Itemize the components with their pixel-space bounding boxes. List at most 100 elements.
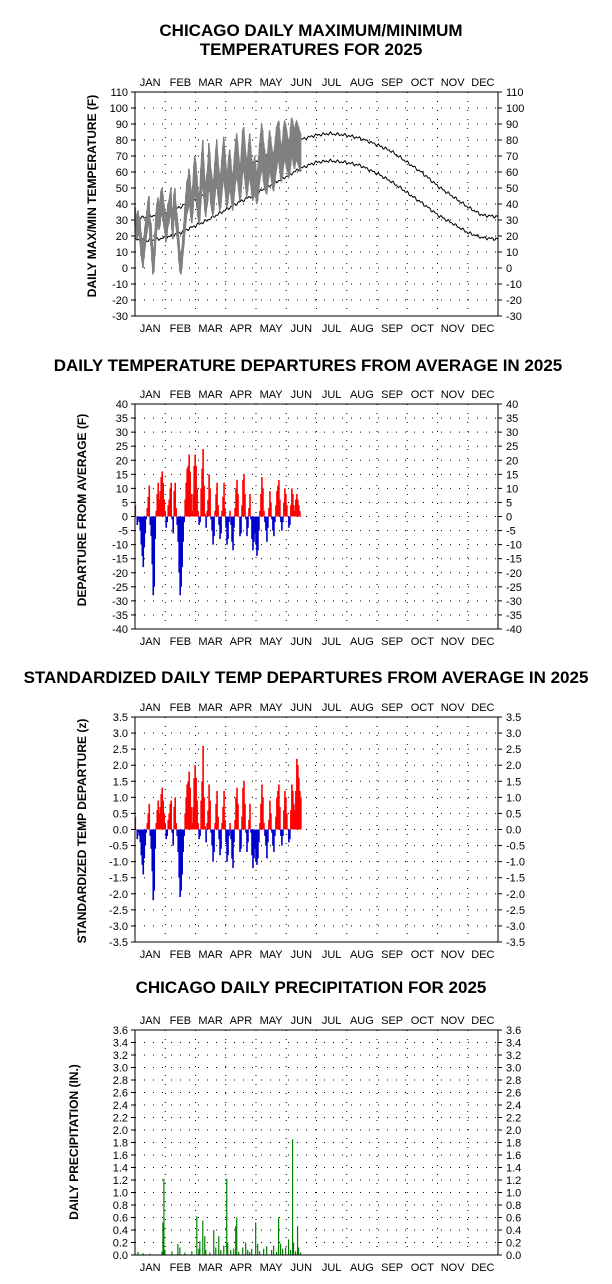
below-average-bar	[245, 829, 247, 833]
chart4-ytick-label-left: 1.6	[113, 1150, 128, 1162]
below-average-bar	[176, 829, 178, 836]
above-average-bar	[278, 479, 280, 517]
chart4-month-label-bottom: OCT	[411, 1262, 435, 1274]
below-average-bar	[212, 829, 214, 862]
above-average-bar	[204, 826, 206, 830]
below-average-bar	[137, 829, 140, 833]
below-average-bar	[267, 516, 269, 528]
chart3-month-label-top: NOV	[441, 702, 466, 714]
chart2-month-label-bottom: OCT	[411, 636, 435, 648]
chart3-month-label-bottom: DEC	[471, 949, 494, 961]
below-average-bar	[240, 829, 242, 849]
chart4-ytick-label-right: 1.4	[506, 1163, 521, 1175]
below-average-bar	[143, 516, 146, 548]
above-average-bar	[189, 787, 191, 830]
below-average-bar	[273, 516, 275, 537]
chart1-month-label-bottom: MAY	[260, 323, 284, 335]
above-average-bar	[135, 516, 138, 517]
chart4-ytick-label-left: 1.8	[113, 1138, 128, 1150]
chart3-ytick-label-right: -0.5	[506, 841, 525, 853]
chart3-ytick-label-left: -2.0	[109, 889, 128, 901]
above-average-bar	[190, 807, 192, 830]
below-average-bar	[239, 516, 241, 537]
chart2-month-label-top: JUN	[291, 389, 312, 401]
below-average-bar	[219, 516, 221, 539]
chart3-ytick-label-right: 3.0	[506, 728, 521, 740]
above-average-bar	[155, 510, 158, 517]
above-average-bar	[236, 479, 238, 517]
above-average-bar	[157, 800, 160, 830]
chart2-month-label-bottom: MAY	[260, 636, 284, 648]
below-average-bar	[228, 516, 230, 523]
above-average-bar	[235, 488, 237, 517]
below-average-bar	[226, 829, 228, 862]
chart2-month-label-top: NOV	[441, 389, 466, 401]
below-average-bar	[165, 516, 168, 528]
above-average-bar	[200, 488, 202, 517]
above-average-bar	[300, 516, 302, 517]
below-average-bar	[246, 829, 248, 852]
above-average-bar	[275, 505, 277, 517]
chart3-ytick-label-left: 0.5	[113, 808, 128, 820]
chart2-ytick-label-right: -10	[506, 540, 522, 552]
chart1-month-label-top: MAR	[198, 77, 223, 89]
chart3-ytick-label-left: -1.5	[109, 873, 128, 885]
chart4-border	[134, 1029, 499, 1256]
above-average-bar	[249, 803, 251, 830]
chart2-ytick-label-left: -40	[112, 624, 128, 636]
chart2-month-label-top: JUL	[322, 389, 342, 401]
above-average-bar	[214, 823, 216, 830]
below-average-bar	[273, 829, 275, 852]
below-average-bar	[265, 516, 267, 531]
below-average-bar	[255, 829, 257, 862]
chart1-month-label-top: JUL	[322, 77, 342, 89]
chart1-ytick-label-right: 0	[506, 263, 512, 275]
above-average-bar	[161, 471, 164, 517]
chart2-month-label-bottom: NOV	[441, 636, 466, 648]
chart2-ytick-label-right: -35	[506, 610, 522, 622]
above-average-bar	[146, 823, 149, 830]
chart1-ytick-label-right: 40	[506, 199, 518, 211]
above-average-bar	[190, 494, 192, 517]
below-average-bar	[153, 516, 156, 587]
chart1-month-label-top: NOV	[441, 77, 466, 89]
above-average-bar	[216, 790, 218, 830]
chart2-ytick-label-right: 25	[506, 441, 518, 453]
below-average-bar	[239, 829, 241, 852]
above-average-bar	[284, 790, 286, 830]
normal-high-line	[134, 131, 499, 220]
chart3-month-label-bottom: MAY	[260, 949, 284, 961]
chart1-month-label-top: FEB	[170, 77, 191, 89]
chart3-ytick-label-right: -2.5	[506, 905, 525, 917]
above-average-bar	[197, 823, 199, 830]
chart1-month-label-top: APR	[230, 77, 253, 89]
chart3-ytick-label-left: 1.5	[113, 776, 128, 788]
below-average-bar	[210, 516, 212, 520]
below-average-bar	[257, 516, 259, 551]
below-average-bar	[266, 516, 268, 542]
chart2-ytick-label-right: 10	[506, 483, 518, 495]
chart3-month-label-top: MAR	[198, 702, 223, 714]
above-average-bar	[293, 803, 295, 830]
below-average-bar	[257, 829, 259, 859]
chart4-ytick-label-left: 2.0	[113, 1125, 128, 1137]
chart1-month-label-top: MAY	[260, 77, 284, 89]
below-average-bar	[281, 516, 283, 531]
above-average-bar	[275, 816, 277, 830]
chart4-ytick-label-left: 1.0	[113, 1188, 128, 1200]
chart1-month-label-top: AUG	[350, 77, 374, 89]
chart3-month-label-top: JAN	[140, 702, 161, 714]
chart1-border	[134, 91, 499, 317]
above-average-bar	[156, 810, 159, 830]
above-average-bar	[192, 807, 194, 830]
above-average-bar	[223, 790, 225, 830]
below-average-bar	[183, 829, 185, 836]
chart1-ytick-label-left: 10	[116, 247, 128, 259]
chart4-ytick-label-right: 1.8	[506, 1138, 521, 1150]
chart1-ytick-label-right: 60	[506, 167, 518, 179]
chart3-month-label-top: OCT	[411, 702, 435, 714]
chart1-ytick-label-right: -30	[506, 311, 522, 323]
above-average-bar	[191, 823, 193, 830]
chart1-ytick-label-right: 110	[506, 87, 524, 99]
